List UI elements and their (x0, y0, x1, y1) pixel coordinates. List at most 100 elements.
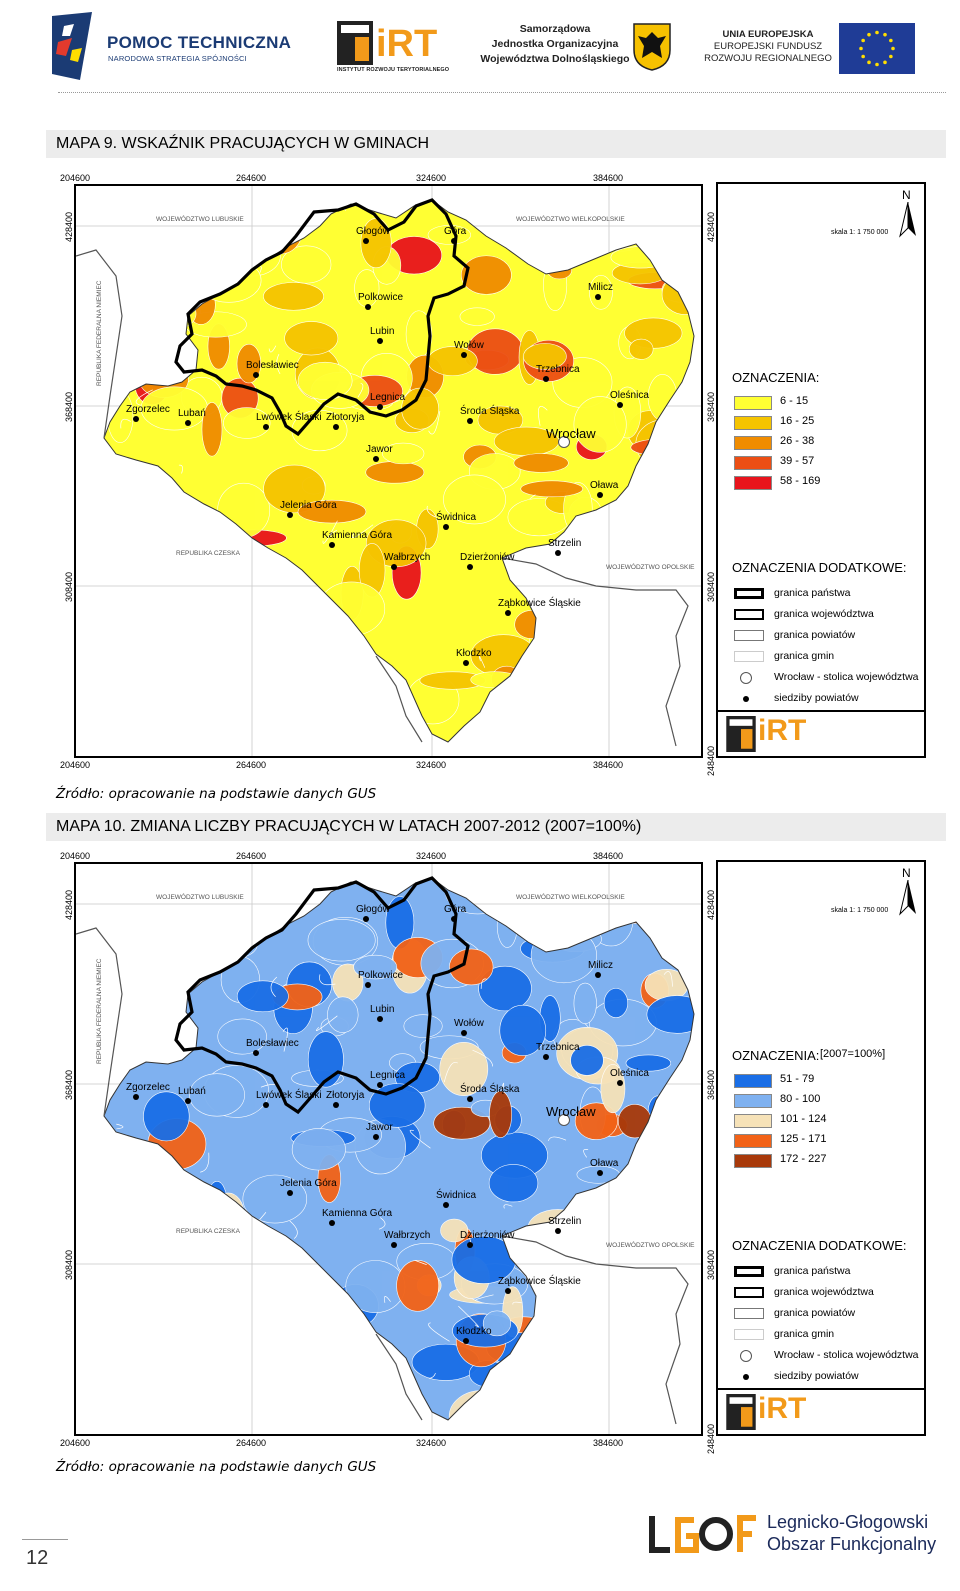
m2-town-label: Świdnica (436, 1190, 477, 1201)
m1-gmina-border (635, 484, 652, 498)
map1-north-arrow-icon (899, 202, 916, 238)
m2-lgof-border (174, 876, 470, 1115)
m1-gmina-patch (466, 328, 524, 375)
m1-gmina-border (642, 718, 662, 729)
m1-extra-label: granica powiatów (774, 629, 856, 641)
m2-gmina-patch (537, 1410, 588, 1420)
m2-gmina-border (500, 1082, 505, 1090)
map1-x-tick-top-2: 264600 (236, 173, 267, 183)
m2-extra-symbol (734, 1308, 764, 1319)
m1-gmina-patch (232, 724, 301, 742)
map2-north-arrow-icon (899, 880, 916, 916)
m1-gmina-patch (315, 679, 366, 723)
map2-y-tick-3: 308400 (64, 1249, 74, 1280)
county-seat-icon (377, 1016, 383, 1022)
m1-gmina-border (357, 382, 364, 398)
eu-star-icon (859, 46, 863, 51)
m1-gmina-patch (630, 438, 694, 457)
m2-legend-label: 101 - 124 (780, 1113, 827, 1125)
m1-gmina-patch (318, 581, 386, 636)
m1-border-east (501, 557, 689, 747)
m2-gmina-border (270, 976, 278, 998)
m2-gmina-patch (499, 1004, 547, 1056)
samorzad-line2: Jednostka Organizacyjna (491, 38, 619, 50)
m2-gmina-border (116, 1123, 124, 1130)
m2-gmina-patch (496, 903, 518, 948)
m2-legend-label: 80 - 100 (780, 1093, 821, 1105)
m2-country-border (103, 877, 695, 1421)
m1-gmina-patch (120, 630, 157, 683)
m1-gmina-patch (172, 596, 224, 619)
m1-gmina-patch (649, 447, 694, 482)
m2-region-label: WOJEWÓDZTWO WIELKOPOLSKIE (516, 894, 625, 901)
m2-gmina-patch (482, 1310, 512, 1337)
m1-extra-label: Wrocław - stolica województwa (774, 671, 919, 683)
map2-x-tick-bot-4: 384600 (593, 1438, 624, 1448)
county-seat-icon (287, 1190, 293, 1196)
pomoc-subtitle: NARODOWA STRATEGIA SPÓJNOŚCI (108, 54, 247, 63)
m1-gmina-border (276, 353, 281, 375)
m2-gmina-border (319, 974, 336, 986)
m1-gmina-patch (543, 259, 568, 311)
m1-town-label: Bolesławiec (246, 360, 299, 371)
m1-extra-symbol (734, 630, 764, 641)
m1-gmina-patch (217, 482, 271, 538)
map1-irt-logo-text: iRT (758, 714, 807, 747)
m2-border-south (375, 1333, 423, 1421)
m1-gmina-patch (609, 680, 664, 697)
m2-gmina-border (548, 1136, 567, 1141)
m2-extra-label: granica powiatów (774, 1307, 856, 1319)
map2-frame: WOJEWÓDZTWO LUBUSKIE WOJEWÓDZTWO WIELKOPO… (74, 862, 703, 1436)
m2-gmina-border (207, 1302, 216, 1319)
map1-y-tick-2: 368400 (64, 391, 74, 422)
m2-town-label: Wałbrzych (384, 1230, 431, 1241)
eagle-crest-icon (633, 23, 671, 71)
ue-line2: EUROPEJSKI FUNDUSZ (713, 41, 823, 52)
m1-gmina-patch (284, 321, 339, 356)
m2-gmina-patch (553, 878, 603, 913)
m2-extra-symbol (734, 1329, 764, 1340)
m2-gmina-patch (521, 1352, 569, 1395)
county-seat-icon (329, 542, 335, 548)
m1-extra-label: granica państwa (774, 587, 851, 599)
county-seat-icon (263, 424, 269, 430)
m2-gmina-border (503, 1204, 513, 1209)
m1-gmina-patch (263, 282, 324, 311)
county-seat-icon (263, 1102, 269, 1108)
map2-legend-title: OZNACZENIA: (732, 1048, 820, 1063)
m2-gmina-border (200, 1152, 210, 1173)
m1-gmina-patch (188, 665, 241, 707)
m1-town-label: Lubań (178, 408, 206, 419)
map2-source: Źródło: opracowanie na podstawie danych … (56, 1459, 377, 1475)
m2-town-label: Trzebnica (536, 1042, 580, 1053)
m1-gmina-border (479, 656, 486, 668)
m1-extra-symbol (734, 609, 764, 620)
m1-legend-swatch (734, 436, 772, 450)
map2-x-tick-bot-2: 264600 (236, 1438, 267, 1448)
m1-town-label: Góra (444, 226, 467, 237)
m1-gmina-border (428, 411, 441, 435)
m2-gmina-patch (636, 878, 694, 907)
m2-gmina-border (428, 1322, 450, 1342)
m1-gmina-patch (514, 610, 549, 639)
county-seat-icon (363, 916, 369, 922)
m2-gmina-border (131, 909, 143, 916)
m1-gmina-patch (156, 636, 183, 669)
m1-town-label: Milicz (588, 282, 613, 293)
map1-y-tick-3: 308400 (64, 571, 74, 602)
map1-frame: WOJEWÓDZTWO LUBUSKIE WOJEWÓDZTWO WIELKOPO… (74, 184, 703, 758)
m1-gmina-border (268, 345, 277, 353)
m2-gmina-patch (221, 1251, 254, 1293)
map1-x-tick-bot-2: 264600 (236, 760, 267, 770)
m1-gmina-patch (443, 474, 506, 525)
m1-legend-label: 58 - 169 (780, 475, 821, 487)
m2-gmina-patch (617, 1103, 652, 1139)
m1-gmina-patch (677, 379, 694, 415)
m2-gmina-patch (327, 996, 359, 1033)
m1-gmina-border (322, 520, 338, 544)
m2-gmina-border (126, 1286, 140, 1304)
m1-town-label: Jawor (366, 444, 393, 455)
m2-gmina-border (443, 1062, 458, 1083)
m1-gmina-patch (266, 597, 292, 616)
county-seat-icon (597, 1170, 603, 1176)
